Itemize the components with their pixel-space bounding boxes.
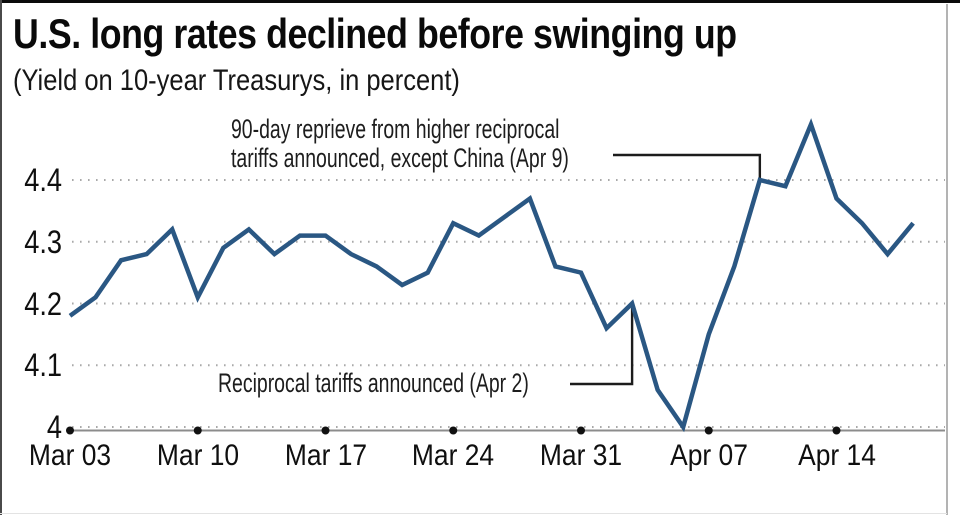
annotation-connector-apr02 [570, 308, 634, 386]
x-tick-dot [193, 426, 202, 435]
x-tick-label-mar-17: Mar 17 [284, 439, 367, 472]
x-tick-label-mar-24: Mar 24 [412, 439, 495, 472]
frame-top-edge [0, 0, 960, 3]
annotation-apr9-line2: tariffs announced, except China (Apr 9) [231, 143, 569, 173]
x-tick-label-mar-03: Mar 03 [28, 439, 112, 472]
x-tick-dot [832, 426, 841, 435]
x-tick-label-mar-10: Mar 10 [156, 439, 239, 472]
x-tick-dot [704, 426, 713, 435]
annotation-connector-apr09 [613, 153, 762, 178]
chart-title: U.S. long rates declined before swinging… [13, 10, 737, 57]
chart-subtitle: (Yield on 10-year Treasurys, in percent) [13, 64, 460, 97]
y-tick-label-4.3: 4.3 [24, 223, 62, 260]
x-tick-dot [66, 426, 74, 435]
y-tick-label-4.2: 4.2 [24, 285, 62, 322]
x-tick-dot [577, 426, 585, 435]
frame-right-edge [946, 4, 948, 515]
x-tick-label-apr-14: Apr 14 [797, 439, 876, 472]
annotation-apr2: Reciprocal tariffs announced (Apr 2) [218, 368, 529, 398]
annotation-apr9: 90-day reprieve from higher reciprocal t… [231, 115, 569, 173]
annotation-apr9-line1: 90-day reprieve from higher reciprocal [231, 114, 560, 144]
x-tick-dot [449, 426, 458, 435]
frame-left-edge [0, 0, 2, 515]
y-tick-label-4: 4 [46, 409, 62, 445]
x-tick-label-mar-31: Mar 31 [539, 439, 623, 472]
x-tick-dot [321, 426, 330, 435]
yield-line [68, 118, 915, 433]
frame-bottom-edge [0, 513, 947, 514]
x-tick-label-apr-07: Apr 07 [669, 439, 748, 472]
y-tick-label-4.4: 4.4 [24, 162, 62, 198]
y-tick-label-4.1: 4.1 [24, 347, 62, 384]
